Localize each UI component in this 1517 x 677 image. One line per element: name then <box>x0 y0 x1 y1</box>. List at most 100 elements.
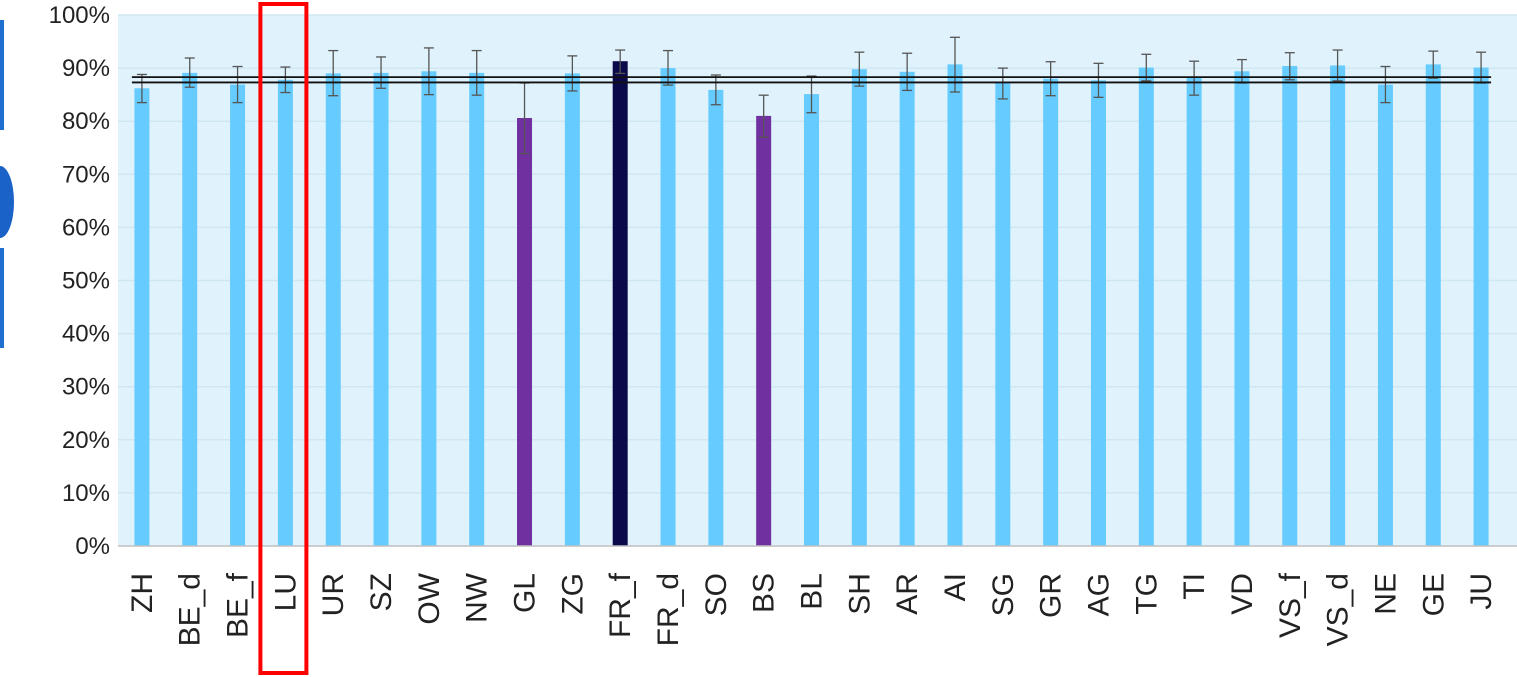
bar-BL <box>804 94 819 546</box>
bar-SG <box>995 82 1011 546</box>
x-tick-label-VD: VD <box>1226 573 1259 615</box>
x-tick-label-ZH: ZH <box>126 573 159 613</box>
error-bar-NE <box>1380 65 1391 104</box>
y-tick-label: 10% <box>62 480 110 507</box>
error-bar-VS_f <box>1284 52 1295 81</box>
error-bars <box>136 36 1487 155</box>
error-bar-AG <box>1093 62 1104 98</box>
error-bar-NW <box>471 49 482 96</box>
bar-UR <box>325 73 341 546</box>
edge-strip-top <box>0 20 4 130</box>
y-tick-label: 20% <box>62 427 110 454</box>
y-tick-label: 70% <box>62 161 110 188</box>
x-tick-label-SG: SG <box>987 573 1020 616</box>
bar-SO <box>708 89 724 546</box>
bar-AI <box>947 64 963 547</box>
y-tick-label: 80% <box>62 108 110 135</box>
bar-TG <box>1138 67 1154 546</box>
x-tick-label-LU: LU <box>269 573 302 611</box>
bar-VS_f <box>1282 65 1298 546</box>
x-tick-label-JU: JU <box>1465 573 1498 610</box>
bar-LU <box>277 79 293 547</box>
y-tick-label: 60% <box>62 214 110 241</box>
error-bar-AR <box>902 52 913 92</box>
x-tick-label-AI: AI <box>939 573 972 601</box>
x-tick-label-GE: GE <box>1417 573 1450 616</box>
x-tick-label-AR: AR <box>891 573 924 615</box>
error-bar-FR_f <box>615 49 626 75</box>
highlight-box <box>258 2 309 675</box>
x-tick-label-TG: TG <box>1130 573 1163 615</box>
bar-FR_f <box>612 61 628 547</box>
x-tick-label-ZG: ZG <box>556 573 589 615</box>
bars <box>134 61 1489 547</box>
x-tick-label-FR_d: FR_d <box>652 573 685 646</box>
y-axis-tick-labels: 0% 10% 20% 30% 40% 50% 60% 70% 80% 90% 100% <box>49 2 110 560</box>
bar-ZH <box>134 88 150 546</box>
y-tick-label: 50% <box>62 268 110 295</box>
bar-VD <box>1234 71 1250 546</box>
x-tick-label-SH: SH <box>843 573 876 615</box>
bar-NE <box>1377 84 1393 546</box>
x-tick-label-BL: BL <box>796 573 829 610</box>
edge-strip-bottom <box>0 248 4 348</box>
x-tick-label-AG: AG <box>1082 573 1115 616</box>
y-tick-label: 30% <box>62 374 110 401</box>
x-tick-label-TI: TI <box>1178 573 1211 600</box>
reference-lines <box>131 76 1492 84</box>
bar-GE <box>1425 64 1441 547</box>
bar-FR_d <box>660 68 676 546</box>
x-tick-label-BS: BS <box>748 573 781 613</box>
error-bar-SH <box>854 51 865 87</box>
y-tick-label: 40% <box>62 321 110 348</box>
bar-JU <box>1473 67 1489 546</box>
error-bar-UR <box>328 49 339 97</box>
x-tick-label-VS_d: VS_d <box>1322 573 1355 646</box>
left-edge-decoration <box>0 20 14 348</box>
error-bar-BS <box>758 94 769 138</box>
x-tick-label-SZ: SZ <box>365 573 398 611</box>
y-tick-label: 0% <box>75 533 110 560</box>
x-tick-label-OW: OW <box>413 572 446 624</box>
bar-AG <box>1090 80 1106 547</box>
bar-OW <box>421 71 437 546</box>
x-tick-label-GL: GL <box>509 573 542 613</box>
bar-GL <box>517 118 533 546</box>
y-tick-label: 90% <box>62 55 110 82</box>
x-tick-label-BE_d: BE_d <box>174 573 207 646</box>
y-tick-label: 100% <box>49 2 110 29</box>
bar-VS_d <box>1330 65 1346 546</box>
bar-ZG <box>564 73 580 546</box>
bar-BE_f <box>230 84 246 546</box>
x-tick-label-FR_f: FR_f <box>604 572 637 638</box>
bar-GR <box>1043 78 1059 546</box>
error-bar-FR_d <box>663 49 674 86</box>
x-tick-label-BE_f: BE_f <box>222 572 255 638</box>
error-bar-VS_d <box>1332 49 1343 82</box>
edge-circle-arc <box>0 166 14 238</box>
error-bar-OW <box>423 47 434 96</box>
bar-SZ <box>373 72 389 546</box>
error-bar-ZH <box>136 73 147 104</box>
x-axis-category-labels: ZH BE_d BE_f LU UR SZ OW NW GL ZG FR_f FR_d SO BS BL SH… <box>126 572 1498 646</box>
error-bar-GR <box>1045 61 1056 97</box>
error-bar-SG <box>997 67 1008 100</box>
error-bar-BE_f <box>232 65 243 104</box>
error-bar-TI <box>1189 60 1200 96</box>
x-tick-label-SO: SO <box>700 573 733 616</box>
error-bar-SO <box>710 74 721 106</box>
x-tick-label-VS_f: VS_f <box>1274 572 1307 638</box>
x-tick-label-NE: NE <box>1369 573 1402 615</box>
bar-BE_d <box>182 72 198 546</box>
bar-NW <box>469 72 485 546</box>
x-tick-label-UR: UR <box>317 573 350 616</box>
x-tick-label-NW: NW <box>461 572 494 623</box>
bar-TI <box>1186 77 1202 547</box>
x-tick-label-GR: GR <box>1035 573 1068 618</box>
bar-SH <box>851 69 867 547</box>
error-bar-GE <box>1428 50 1439 79</box>
bar-AR <box>899 71 915 546</box>
error-bar-LU <box>280 66 291 94</box>
bar-BS <box>756 115 772 546</box>
